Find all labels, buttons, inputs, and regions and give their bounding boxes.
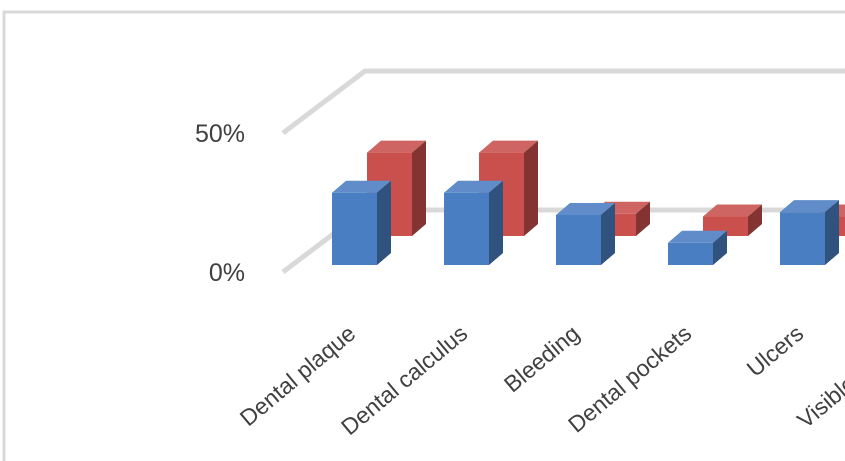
category-label-4: Ulcers xyxy=(742,320,809,382)
bar-series1-2 xyxy=(556,202,615,265)
y-tick-label-1: 50% xyxy=(195,120,245,148)
y-tick-label-0: 0% xyxy=(209,259,245,287)
bar-series1-0 xyxy=(332,180,391,265)
gridline-1 xyxy=(281,68,845,135)
category-label-2: Bleeding xyxy=(499,320,584,397)
category-label-3: Dental pockets xyxy=(563,320,696,438)
chart-frame xyxy=(2,10,845,461)
bar-series1-4 xyxy=(780,200,839,265)
bar-series1-1 xyxy=(444,180,503,265)
bar-series1-3 xyxy=(668,230,727,265)
